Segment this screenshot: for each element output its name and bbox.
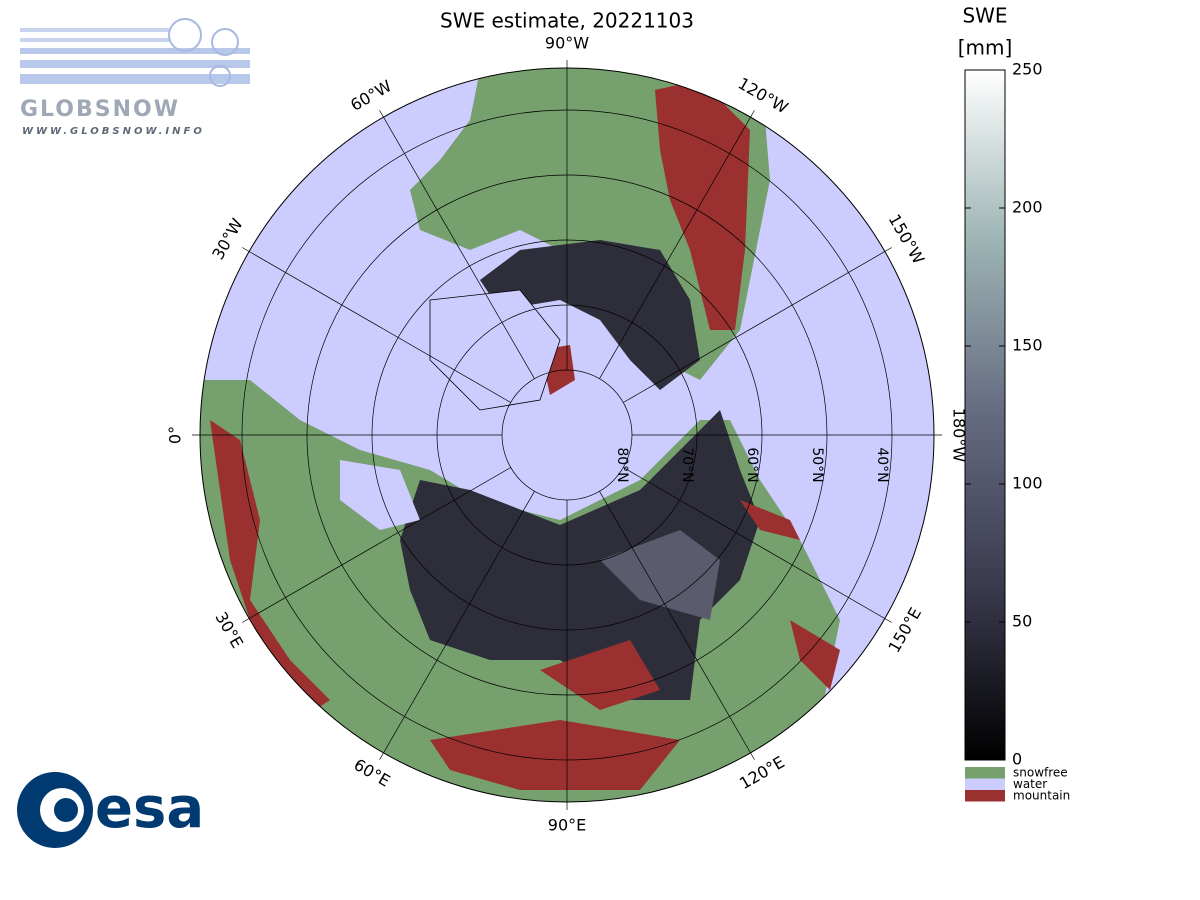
greenland — [429, 289, 561, 411]
colorbar-tick-label: 100 — [1012, 474, 1043, 493]
meridian-label: 150°E — [884, 604, 925, 656]
parallel-label: 80°N — [614, 447, 630, 482]
map-body — [200, 68, 934, 802]
globsnow-logo: GLOBSNOW WWW.GLOBSNOW.INFO — [20, 18, 250, 137]
colorbar-ticks: 0 50 100 150 200 250 — [965, 60, 1043, 769]
meridian-label: 120°W — [735, 74, 792, 118]
meridian-label: 60°W — [347, 76, 395, 115]
parallel-label: 40°N — [874, 447, 890, 482]
parallel-label: 50°N — [809, 447, 825, 482]
legend-swatch — [965, 778, 1005, 790]
colorbar-tick-label: 250 — [1012, 60, 1043, 79]
meridian-label: 180°W — [950, 408, 969, 463]
meridian-label: 90°E — [548, 816, 586, 835]
meridian-label: 60°E — [351, 755, 394, 791]
meridian — [623, 467, 892, 623]
legend-swatch — [965, 790, 1005, 802]
globsnow-url: WWW.GLOBSNOW.INFO — [22, 126, 205, 137]
meridian-label: 30°W — [208, 215, 247, 263]
snow-cover — [400, 410, 760, 700]
colorbar-label: [mm] — [958, 36, 1013, 60]
meridian-label: 120°E — [736, 752, 788, 793]
meridian — [242, 467, 511, 623]
colorbar-tick-label: 50 — [1012, 612, 1032, 631]
colorbar-tick-label: 0 — [1012, 750, 1022, 769]
legend-swatch — [965, 767, 1005, 779]
meridian — [599, 491, 755, 760]
parallel-label: 60°N — [744, 447, 760, 482]
globsnow-name: GLOBSNOW — [20, 97, 180, 122]
legend-label: mountain — [1013, 789, 1070, 803]
snow-cover — [480, 240, 700, 390]
esa-logo: esa — [17, 772, 204, 848]
colorbar — [964, 69, 1006, 761]
legend-label: snowfree — [1013, 766, 1068, 780]
mountains — [790, 620, 840, 690]
map-title: SWE estimate, 20221103 — [440, 9, 694, 33]
meridian — [599, 110, 755, 379]
colorbar-tick-label: 200 — [1012, 198, 1043, 217]
mountains — [740, 500, 800, 540]
legend-label: water — [1013, 777, 1047, 791]
meridian-label: 90°W — [545, 34, 589, 53]
meridian — [623, 247, 892, 403]
colorbar-label: SWE — [962, 4, 1007, 28]
meridian-label: 150°W — [885, 211, 929, 268]
parallel-label: 70°N — [679, 447, 695, 482]
meridian — [242, 247, 511, 403]
meridian-label: 30°E — [211, 609, 247, 652]
colorbar-tick-label: 150 — [1012, 336, 1043, 355]
mountains — [540, 640, 660, 710]
meridian — [379, 491, 535, 760]
esa-name: esa — [95, 776, 204, 841]
mountains — [210, 420, 330, 720]
snow-cover — [600, 530, 720, 620]
mountains — [430, 720, 680, 790]
mountains — [655, 80, 750, 330]
meridian-label: 0° — [166, 426, 185, 444]
water — [340, 460, 420, 530]
meridian — [379, 110, 535, 379]
